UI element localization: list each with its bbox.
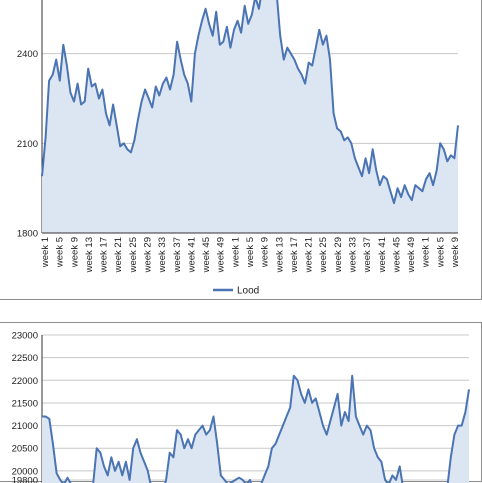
x-tick-label: week 45 [201, 237, 212, 273]
x-tick-label: week 5 [55, 237, 66, 268]
y-tick-label: 22500 [12, 353, 38, 364]
x-tick-label: week 9 [69, 237, 80, 268]
x-tick-label: week 49 [406, 237, 417, 273]
x-tick-label: week 9 [450, 237, 461, 268]
x-tick-label: week 9 [260, 237, 271, 268]
x-tick-label: week 13 [274, 237, 285, 273]
chart-panel-bottom: 19800 20000 20500 21000 21500 22000 22500 23000 [0, 322, 482, 483]
legend-label: Lood [237, 286, 259, 297]
x-tick-label: week 1 [421, 237, 432, 268]
x-tick-label: week 17 [289, 237, 300, 273]
y-tick-label: 1800 [17, 229, 38, 240]
y-tick-label: 21000 [12, 421, 38, 432]
x-tick-label: week 21 [304, 237, 315, 273]
x-tick-label: week 45 [391, 237, 402, 273]
x-tick-label: week 37 [172, 237, 183, 273]
series-area [42, 375, 469, 483]
y-tick-label: 21500 [12, 398, 38, 409]
x-tick-label: week 25 [318, 237, 329, 273]
x-tick-label: week 21 [113, 237, 124, 273]
y-tick-label: 20000 [12, 466, 38, 477]
x-tick-label: week 41 [186, 237, 197, 273]
x-tick-label: week 1 [40, 237, 51, 268]
x-tick-label: week 41 [377, 237, 388, 273]
series-line [41, 0, 459, 205]
y-tick-label: 2100 [17, 139, 38, 150]
y-tick-label: 22000 [12, 376, 38, 387]
x-tick-label: week 5 [245, 237, 256, 268]
y-tick-label: 23000 [12, 331, 38, 342]
x-tick-label: week 17 [99, 237, 110, 273]
y-tick-label: 2400 [17, 49, 38, 60]
x-tick-label: week 29 [143, 237, 154, 273]
x-tick-label: week 49 [216, 237, 227, 273]
series-line [42, 374, 470, 483]
x-tick-label: week 25 [128, 237, 139, 273]
series-area [42, 0, 458, 233]
x-tick-label: week 5 [435, 237, 446, 268]
y-tick-label: 20500 [12, 444, 38, 455]
chart-panel-top: 1800 2100 2400 week 1 week 5 week 9 week 13 wee… [0, 0, 482, 300]
x-tick-label: week 33 [348, 237, 359, 273]
x-tick-label: week 13 [84, 237, 95, 273]
x-tick-label: week 29 [333, 237, 344, 273]
x-tick-label: week 37 [362, 237, 373, 273]
x-tick-label: week 1 [230, 237, 241, 268]
x-tick-label: week 33 [157, 237, 168, 273]
